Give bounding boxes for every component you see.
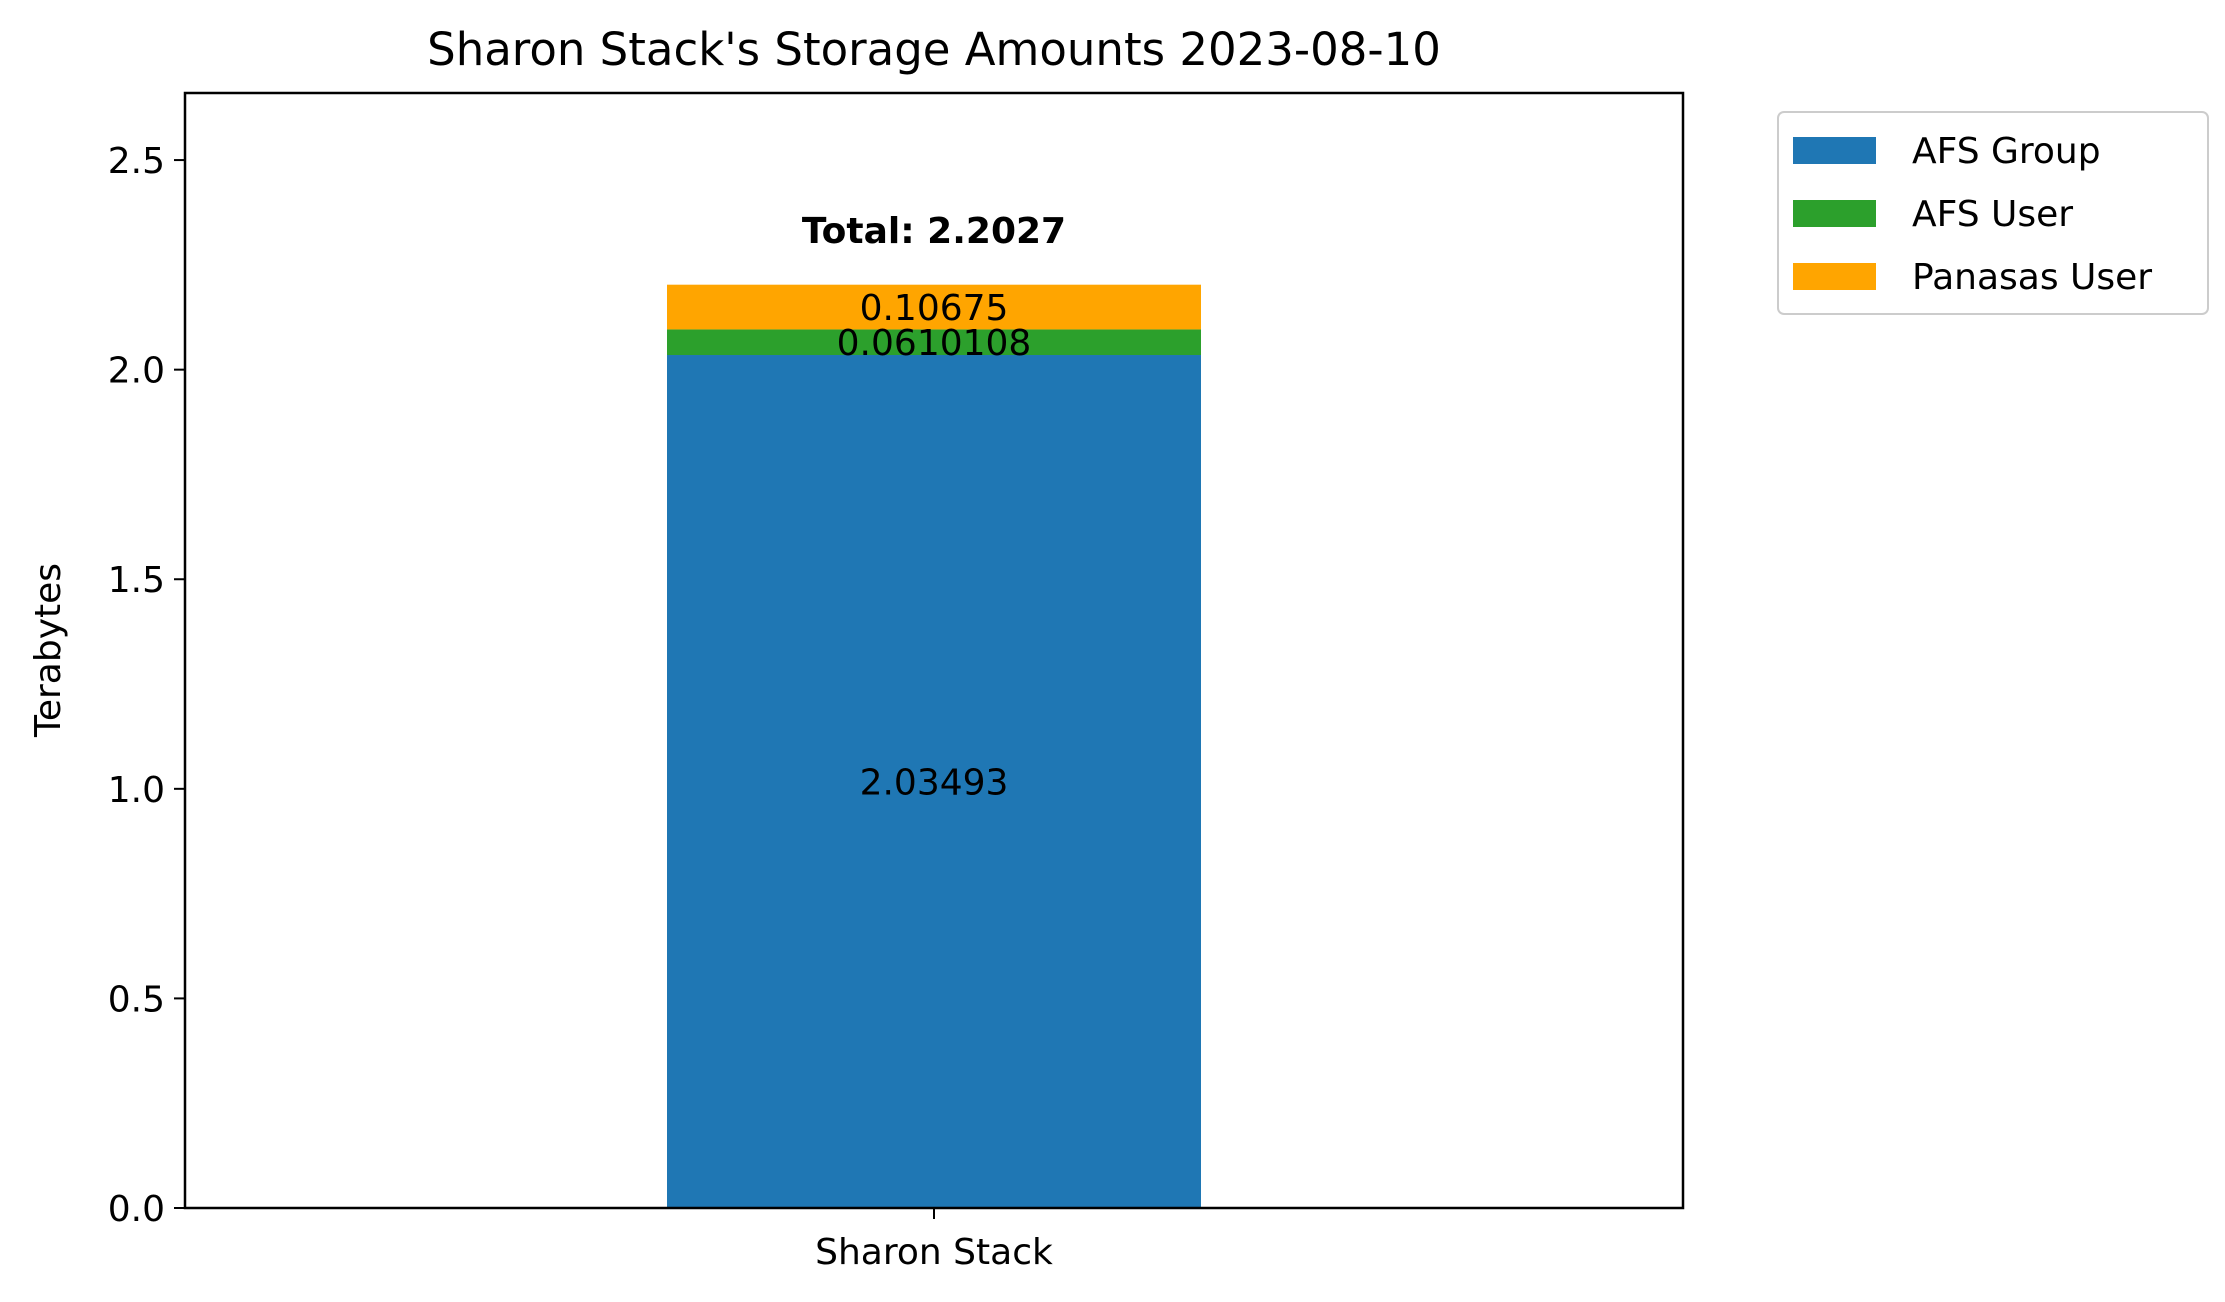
y-axis: 0.0 0.5 1.0 1.5 2.0 2.5 bbox=[108, 141, 185, 1230]
legend-swatch bbox=[1793, 263, 1876, 290]
legend-frame bbox=[1777, 111, 2209, 315]
y-axis-label: Terabytes bbox=[28, 563, 69, 738]
bar-value-label: 0.10675 bbox=[860, 288, 1009, 329]
legend-entry-label: AFS Group bbox=[1912, 131, 2101, 172]
chart-title: Sharon Stack's Storage Amounts 2023-08-1… bbox=[427, 23, 1441, 76]
legend-swatch bbox=[1793, 200, 1876, 227]
y-tick-label: 0.5 bbox=[108, 979, 165, 1020]
legend-swatch bbox=[1793, 137, 1876, 164]
bar-segment bbox=[667, 329, 1201, 356]
y-tick-label: 1.5 bbox=[108, 560, 165, 601]
y-tick-label: 2.0 bbox=[108, 351, 165, 392]
x-tick-label: Sharon Stack bbox=[815, 1232, 1053, 1273]
legend-entry-label: Panasas User bbox=[1912, 257, 2152, 298]
bar-value-label: 0.0610108 bbox=[837, 323, 1032, 364]
bar-segment bbox=[667, 355, 1201, 1208]
bar-value-label: 2.03493 bbox=[860, 763, 1009, 804]
legend-entry-label: AFS User bbox=[1912, 194, 2073, 235]
x-axis: Sharon Stack bbox=[815, 1208, 1053, 1273]
y-tick-label: 1.0 bbox=[108, 770, 165, 811]
y-tick-label: 0.0 bbox=[108, 1189, 165, 1230]
bar-segment bbox=[667, 284, 1201, 330]
total-label: Total: 2.2027 bbox=[802, 211, 1066, 252]
y-tick-label: 2.5 bbox=[108, 141, 165, 182]
legend[interactable]: AFS Group AFS User Panasas User bbox=[1777, 111, 2209, 315]
